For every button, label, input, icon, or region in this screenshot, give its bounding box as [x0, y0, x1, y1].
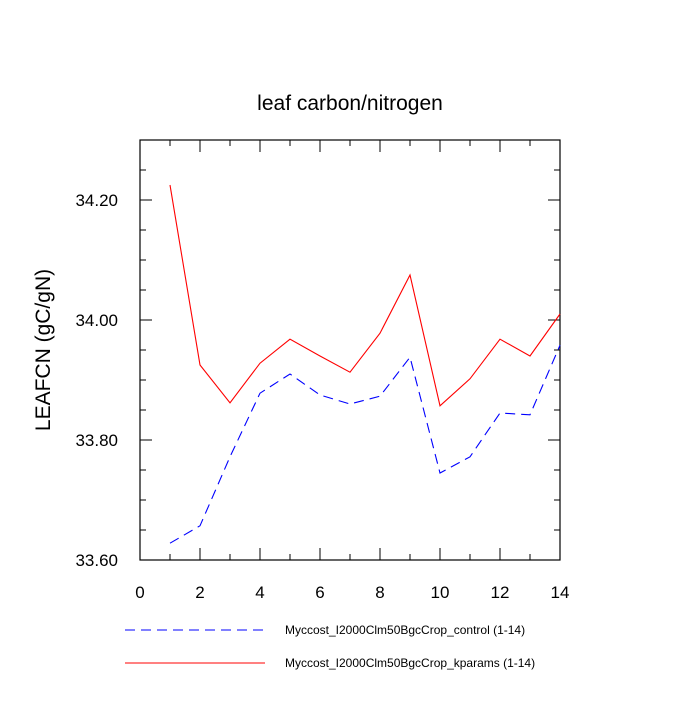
y-tick-label: 34.20 [75, 191, 118, 210]
x-axis: 0 2 4 6 8 10 12 14 [135, 140, 569, 602]
x-tick-label: 8 [375, 583, 384, 602]
plot-border [139, 139, 561, 561]
x-tick-label: 2 [195, 583, 204, 602]
x-tick-label: 6 [315, 583, 324, 602]
legend-label-2: Myccost_I2000Clm50BgcCrop_kparams (1-14) [285, 656, 535, 670]
x-tick-label: 4 [255, 583, 264, 602]
y-axis: 33.60 33.80 34.00 34.20 [75, 139, 560, 570]
x-tick-label: 0 [135, 583, 144, 602]
x-tick-label: 14 [551, 583, 570, 602]
y-tick-label: 33.60 [75, 551, 118, 570]
y-tick-label: 34.00 [75, 311, 118, 330]
legend: Myccost_I2000Clm50BgcCrop_control (1-14)… [125, 623, 535, 670]
x-tick-label: 10 [431, 583, 450, 602]
y-axis-label: LEAFCN (gC/gN) [32, 269, 55, 431]
series-line-1 [169, 344, 561, 544]
y-tick-label: 33.80 [75, 431, 118, 450]
plot-frame [139, 139, 561, 561]
x-tick-label: 12 [491, 583, 510, 602]
series-line-2 [169, 184, 561, 407]
chart-title: leaf carbon/nitrogen [257, 92, 443, 115]
series-lines [169, 184, 561, 544]
legend-label-1: Myccost_I2000Clm50BgcCrop_control (1-14) [285, 623, 525, 637]
